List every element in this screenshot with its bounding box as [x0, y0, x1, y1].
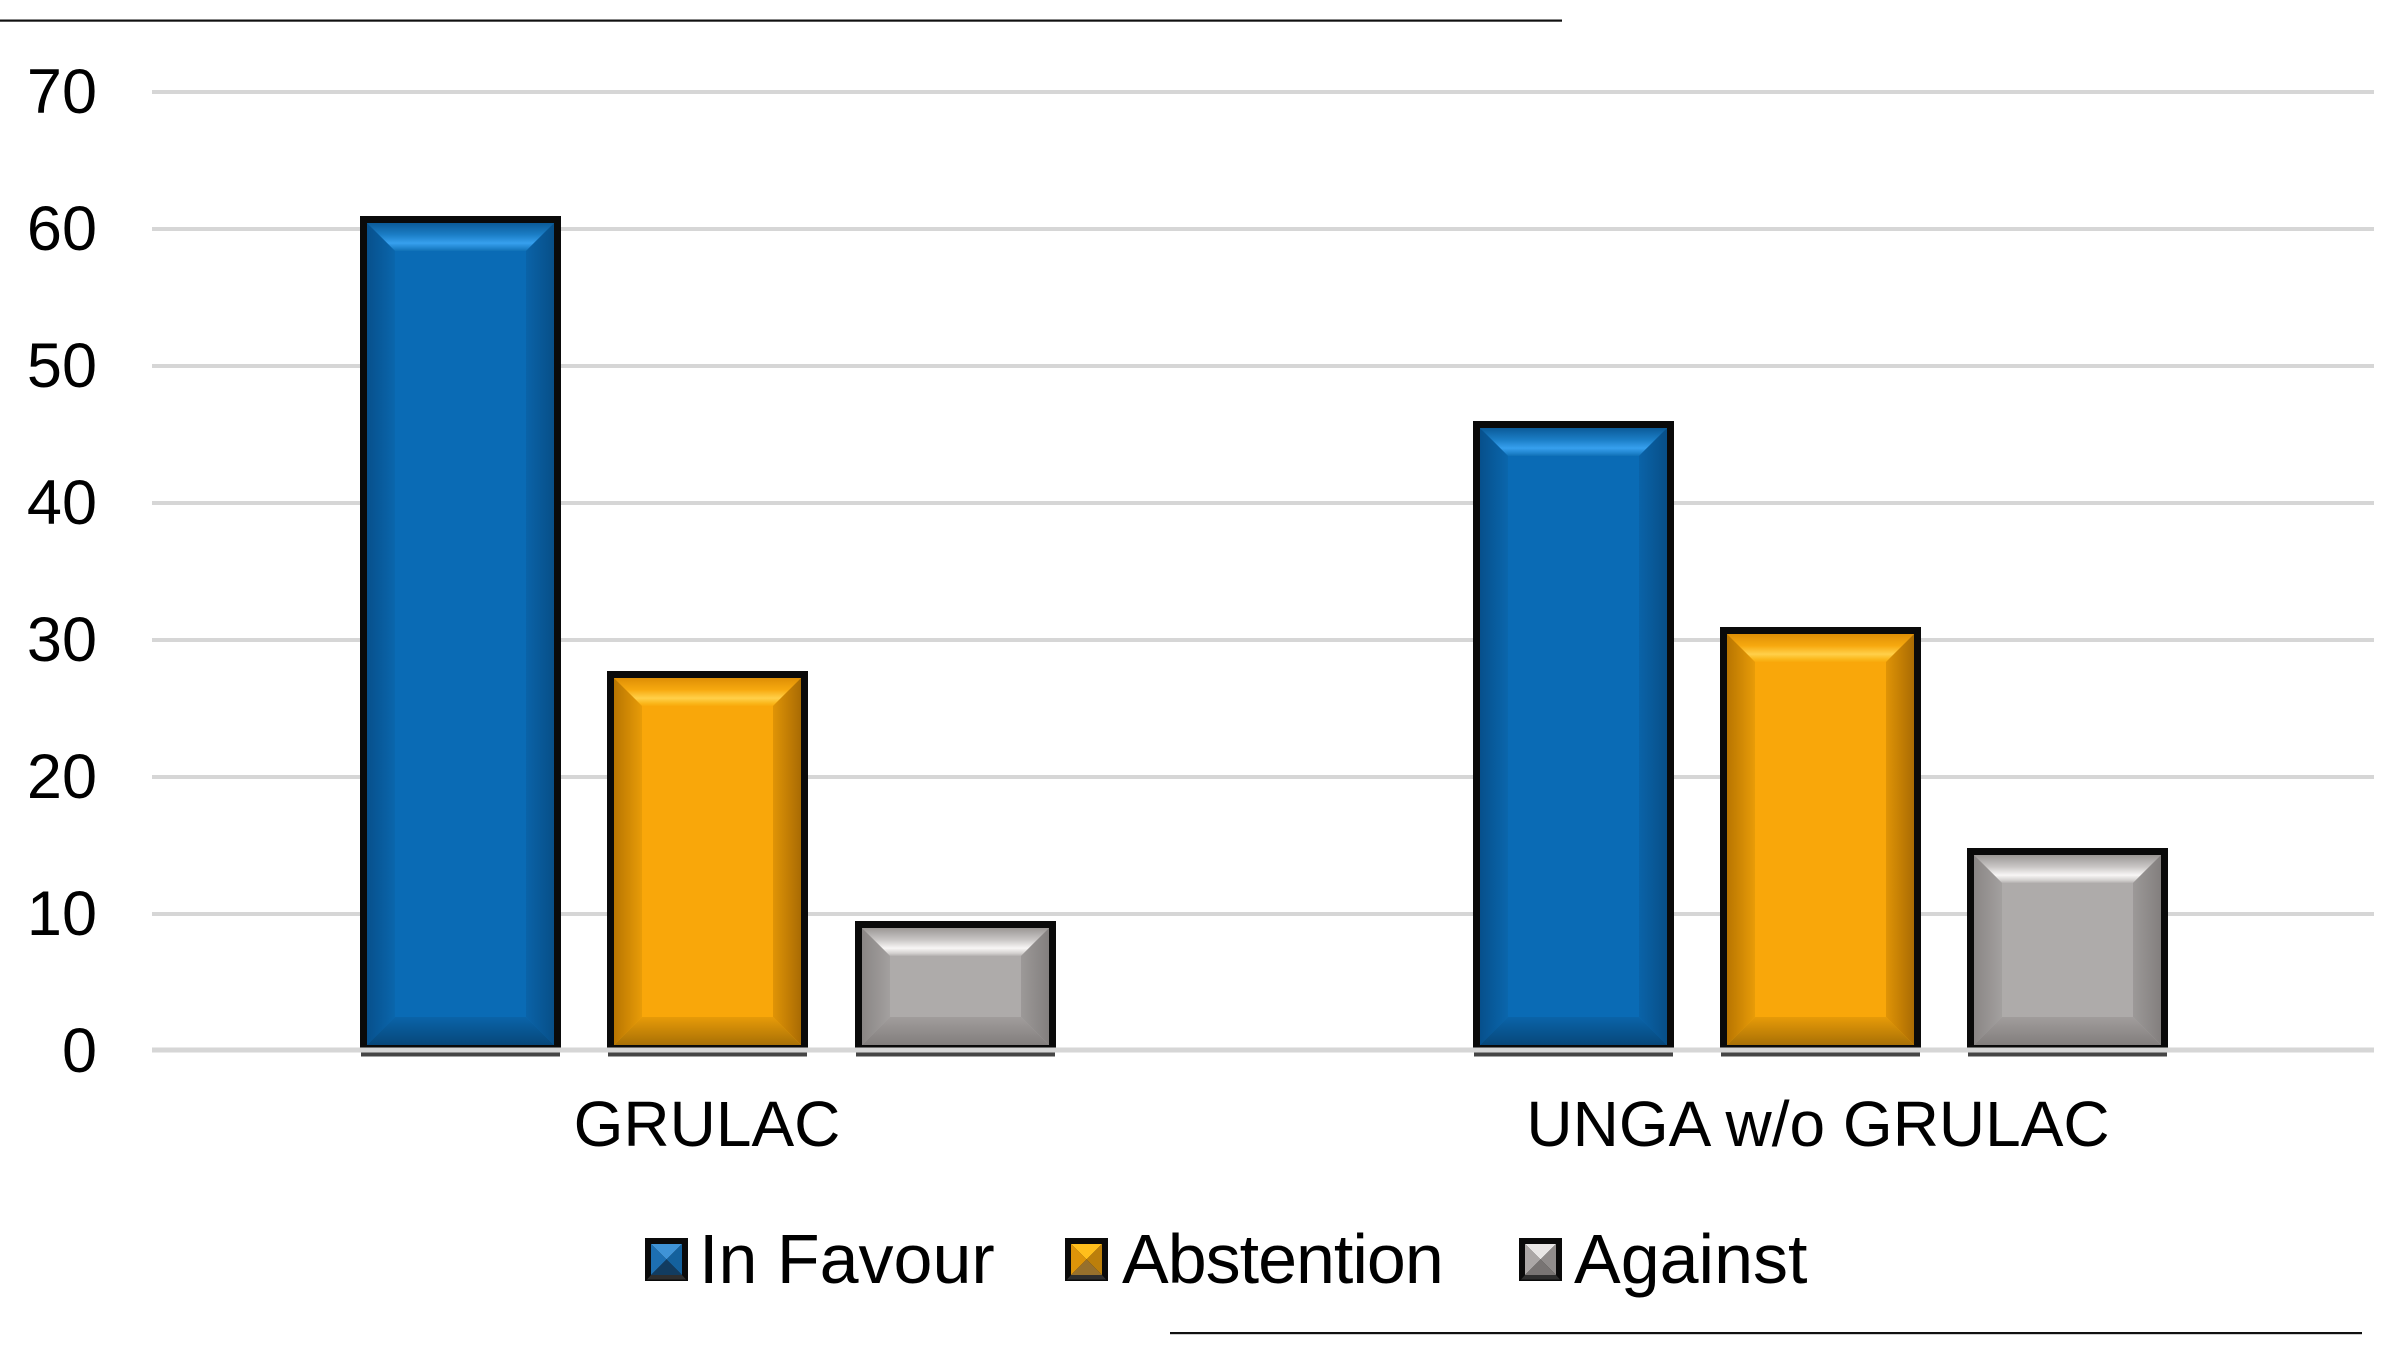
svg-text:50: 50 [27, 331, 97, 401]
svg-text:UNGA w/o GRULAC: UNGA w/o GRULAC [1526, 1088, 2109, 1160]
svg-text:40: 40 [27, 468, 97, 538]
svg-text:70: 70 [27, 57, 97, 127]
svg-text:60: 60 [27, 194, 97, 264]
svg-text:In Favour: In Favour [699, 1220, 995, 1298]
svg-text:10: 10 [27, 879, 97, 949]
svg-text:30: 30 [27, 605, 97, 675]
svg-text:0: 0 [62, 1016, 97, 1086]
svg-text:GRULAC: GRULAC [574, 1088, 841, 1160]
svg-text:Against: Against [1574, 1220, 1807, 1298]
svg-text:20: 20 [27, 742, 97, 812]
svg-text:Abstention: Abstention [1122, 1220, 1443, 1298]
